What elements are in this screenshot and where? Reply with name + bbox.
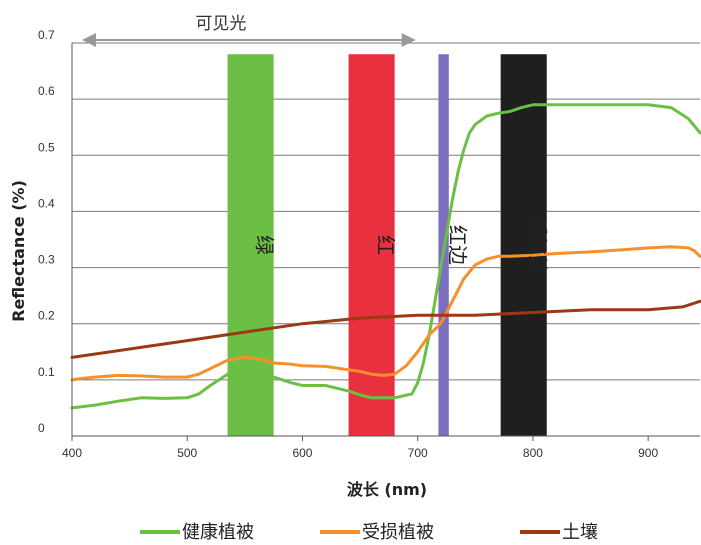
y-tick-label: 0.4 [38,196,55,210]
x-axis-title: 波长 (nm) [347,480,427,499]
legend: 健康植被 受损植被 土壤 [140,522,598,543]
x-tick-label: 400 [62,446,82,460]
series-line [70,245,701,382]
y-tick-label: 0.3 [38,253,55,267]
series-lines [70,103,701,410]
x-tick-label: 800 [523,446,543,460]
band-label: 红边 [446,225,470,265]
x-tick-label: 600 [292,446,312,460]
legend-label: 健康植被 [182,522,254,543]
y-axis-title: Reflectance (%) [9,180,28,322]
arrow-head-left [82,33,96,47]
band-labels: 绿 红 红边 近红外 [253,215,550,275]
x-tick-label: 700 [408,446,428,460]
x-tick-label: 500 [177,446,197,460]
series-line [70,103,701,410]
band-rect [500,54,547,436]
legend-label: 土壤 [562,522,598,543]
series-line [70,299,701,359]
band-label: 近红外 [526,215,550,275]
y-tick-label: 0.1 [38,365,55,379]
visible-range-label: 可见光 [195,14,246,34]
y-tick-label: 0 [38,421,45,435]
legend-label: 受损植被 [362,522,434,543]
y-tick-label: 0.2 [38,309,55,323]
y-tick-label: 0.5 [38,140,55,154]
visible-range-arrow: 可见光 [82,14,416,47]
band-label: 绿 [253,235,277,255]
band-label: 红 [374,235,398,255]
y-tick-label: 0.6 [38,84,55,98]
arrow-head-right [401,33,416,47]
axes: 0 0.1 0.2 0.3 0.4 0.5 0.6 0.7 400 500 600 700 800 900 [38,28,700,460]
y-tick-label: 0.7 [38,28,55,42]
x-tick-label: 900 [638,446,658,460]
